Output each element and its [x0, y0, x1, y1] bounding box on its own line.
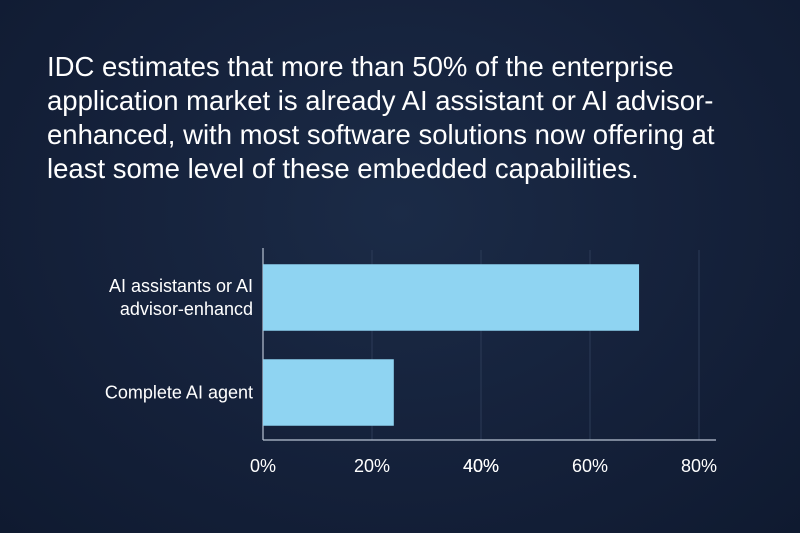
x-tick-label: 80%: [680, 456, 718, 476]
x-tick-label: 60%: [571, 456, 609, 476]
y-tick-label: AI assistants or AI advisor-enhancd: [108, 275, 253, 319]
x-tick-label: 40%: [462, 456, 500, 476]
x-tick-label: 20%: [353, 456, 391, 476]
bar: [263, 359, 394, 426]
y-tick-label: Complete AI agent: [104, 382, 253, 402]
x-tick-label: 40%: [462, 456, 500, 476]
x-tick-label: 0%: [249, 456, 277, 476]
bar: [263, 264, 640, 331]
chart-title: IDC estimates that more than 50% of the …: [47, 51, 715, 184]
